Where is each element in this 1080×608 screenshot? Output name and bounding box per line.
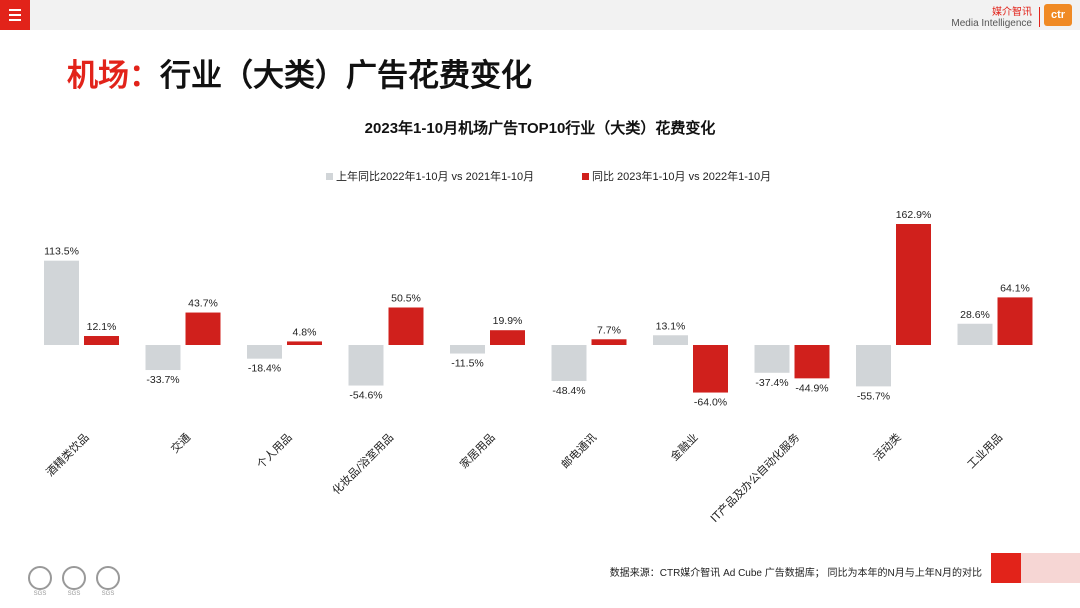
legend-label-current-year: 同比 2023年1-10月 vs 2022年1-10月 — [592, 171, 772, 183]
category-label-personal-care: 个人用品 — [254, 431, 294, 471]
data-label-current-year-finance: -64.0% — [694, 397, 727, 409]
data-label-current-year-alcohol: 12.1% — [87, 321, 117, 333]
bar-prev-year-transport — [145, 345, 181, 371]
brand-name-en: Media Intelligence — [951, 18, 1032, 29]
data-label-prev-year-telecom: -48.4% — [552, 385, 585, 397]
brand-name-cn: 媒介智讯 — [992, 7, 1032, 18]
footer-red-block — [991, 553, 1021, 583]
footer-pink-block — [1021, 553, 1080, 583]
data-label-prev-year-industrial: 28.6% — [960, 309, 990, 321]
data-label-current-year-events: 162.9% — [896, 209, 932, 221]
menu-icon-line — [9, 19, 21, 21]
legend-label-prev-year: 上年同比2022年1-10月 vs 2021年1-10月 — [336, 171, 535, 183]
legend-item-prev-year: 上年同比2022年1-10月 vs 2021年1-10月 — [326, 168, 534, 184]
bar-prev-year-home — [450, 345, 485, 354]
bar-current-year-telecom — [591, 339, 627, 345]
slide-title: 机场：行业（大类）广告花费变化 — [67, 50, 532, 95]
category-label-transport: 交通 — [168, 430, 193, 455]
category-label-home: 家居用品 — [457, 430, 498, 471]
data-label-current-year-home: 19.9% — [493, 315, 523, 327]
data-label-prev-year-it-office: -37.4% — [755, 377, 788, 389]
bar-prev-year-cosmetics — [348, 345, 384, 386]
bar-prev-year-telecom — [551, 345, 587, 381]
bar-current-year-transport — [185, 312, 221, 345]
category-label-telecom: 邮电通讯 — [559, 431, 599, 471]
legend-swatch-current-year — [582, 172, 589, 180]
data-label-prev-year-events: -55.7% — [857, 390, 890, 402]
sgs-certification-logos: SGS SGS SGS — [28, 566, 120, 597]
bar-prev-year-industrial — [957, 323, 993, 345]
bar-current-year-finance — [693, 345, 728, 393]
category-label-finance: 金融业 — [667, 430, 700, 463]
bar-prev-year-alcohol — [44, 260, 79, 345]
data-label-prev-year-home: -11.5% — [451, 358, 484, 370]
sgs-label: SGS — [102, 591, 115, 597]
data-label-current-year-industrial: 64.1% — [1000, 282, 1030, 294]
category-label-it-office: IT产品及办公自动化服务 — [707, 430, 802, 525]
category-label-cosmetics: 化妆品/浴室用品 — [329, 430, 396, 497]
data-label-prev-year-finance: 13.1% — [656, 320, 686, 332]
menu-button[interactable] — [0, 0, 30, 30]
data-label-current-year-transport: 43.7% — [188, 298, 218, 310]
slide-title-main: 行业（大类）广告花费变化 — [160, 58, 532, 93]
bar-current-year-alcohol — [84, 336, 119, 345]
data-label-current-year-it-office: -44.9% — [795, 382, 828, 394]
sgs-badge-icon — [28, 566, 52, 590]
sgs-badge-icon — [96, 566, 120, 590]
bar-prev-year-finance — [653, 335, 688, 345]
sgs-badge-icon — [62, 566, 86, 590]
bar-current-year-industrial — [997, 297, 1033, 345]
ctr-logo-icon: ctr — [1044, 4, 1072, 26]
menu-icon-line — [9, 14, 21, 16]
menu-icon-line — [9, 9, 21, 11]
bar-prev-year-personal-care — [247, 345, 282, 359]
brand-separator — [1039, 7, 1040, 27]
data-label-current-year-telecom: 7.7% — [597, 324, 621, 336]
brand-text: 媒介智讯 Media Intelligence — [951, 7, 1032, 29]
bar-prev-year-events — [856, 345, 891, 387]
category-label-alcohol: 酒精类饮品 — [43, 430, 92, 479]
bar-current-year-events — [896, 224, 931, 345]
chart-title: 2023年1-10月机场广告TOP10行业（大类）花费变化 — [364, 120, 716, 137]
data-label-prev-year-transport: -33.7% — [146, 374, 179, 386]
category-label-industrial: 工业用品 — [965, 431, 1005, 471]
slide-title-prefix: 机场： — [67, 58, 160, 93]
data-label-current-year-personal-care: 4.8% — [293, 326, 317, 338]
sgs-label: SGS — [34, 591, 47, 597]
category-label-events: 活动类 — [870, 430, 903, 463]
top-bar: 媒介智讯 Media Intelligence ctr — [0, 0, 1080, 30]
bar-current-year-cosmetics — [388, 307, 424, 345]
data-source-note: 数据来源：CTR媒介智讯 Ad Cube 广告数据库； 同比为本年的N月与上年N… — [609, 568, 982, 579]
data-label-prev-year-alcohol: 113.5% — [44, 246, 79, 258]
data-label-current-year-cosmetics: 50.5% — [391, 292, 421, 304]
data-label-prev-year-cosmetics: -54.6% — [349, 390, 382, 402]
bar-current-year-home — [490, 330, 525, 345]
data-label-prev-year-personal-care: -18.4% — [248, 363, 281, 375]
sgs-label: SGS — [68, 591, 81, 597]
bar-chart: 113.5% 12.1% 酒精类饮品 -33.7% 43.7% 交通 -18.4% 4.8% 个… — [43, 209, 1033, 525]
bar-current-year-it-office — [794, 345, 830, 379]
chart-legend: 上年同比2022年1-10月 vs 2021年1-10月 同比 2023年1-1… — [0, 168, 1080, 184]
legend-item-current-year: 同比 2023年1-10月 vs 2022年1-10月 — [582, 168, 771, 184]
legend-swatch-prev-year — [326, 172, 333, 180]
bar-current-year-personal-care — [287, 341, 322, 345]
bar-prev-year-it-office — [754, 345, 790, 373]
